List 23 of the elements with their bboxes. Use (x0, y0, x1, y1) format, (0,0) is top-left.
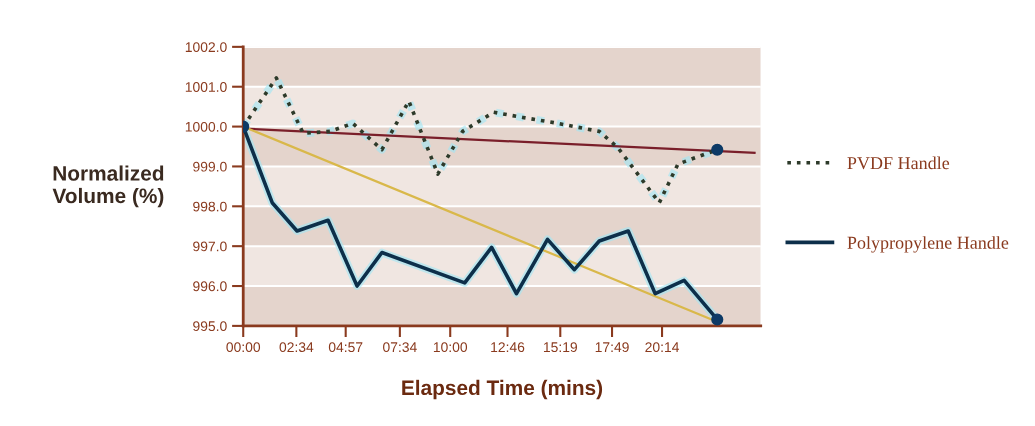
y-tick-label: 996.0 (193, 281, 227, 292)
y-tick-label: 999.0 (193, 161, 227, 172)
x-tick-label: 17:49 (595, 342, 629, 353)
point (711, 313, 724, 326)
x-tick-label: 07:34 (383, 342, 417, 353)
x-tick-label: 04:57 (328, 342, 363, 353)
y-tick-label: 998.0 (193, 201, 227, 212)
y-tick-label: 995.0 (193, 321, 227, 332)
y-tick-label: 1001.0 (185, 82, 227, 92)
x-tick-label: 00:00 (226, 342, 261, 353)
x-axis-title: Elapsed Time (mins) (402, 379, 603, 400)
legend-label: PVDF Handle (847, 156, 950, 170)
x-tick-label: 12:46 (491, 342, 525, 353)
y-axis-title: Normalized Volume (%) (52, 165, 164, 208)
point (711, 143, 724, 156)
x-tick-label: 20:14 (645, 342, 680, 353)
y-tick-label: 1000.0 (185, 121, 227, 132)
legend-label: Polypropylene Handle (847, 236, 1009, 253)
x-tick-label: 02:34 (279, 342, 314, 353)
x-tick-label: 15:19 (543, 342, 578, 353)
y-tick-label: 997.0 (193, 241, 227, 252)
y-tick-label: 1002.0 (185, 42, 227, 53)
x-tick-label: 10:00 (433, 342, 468, 353)
